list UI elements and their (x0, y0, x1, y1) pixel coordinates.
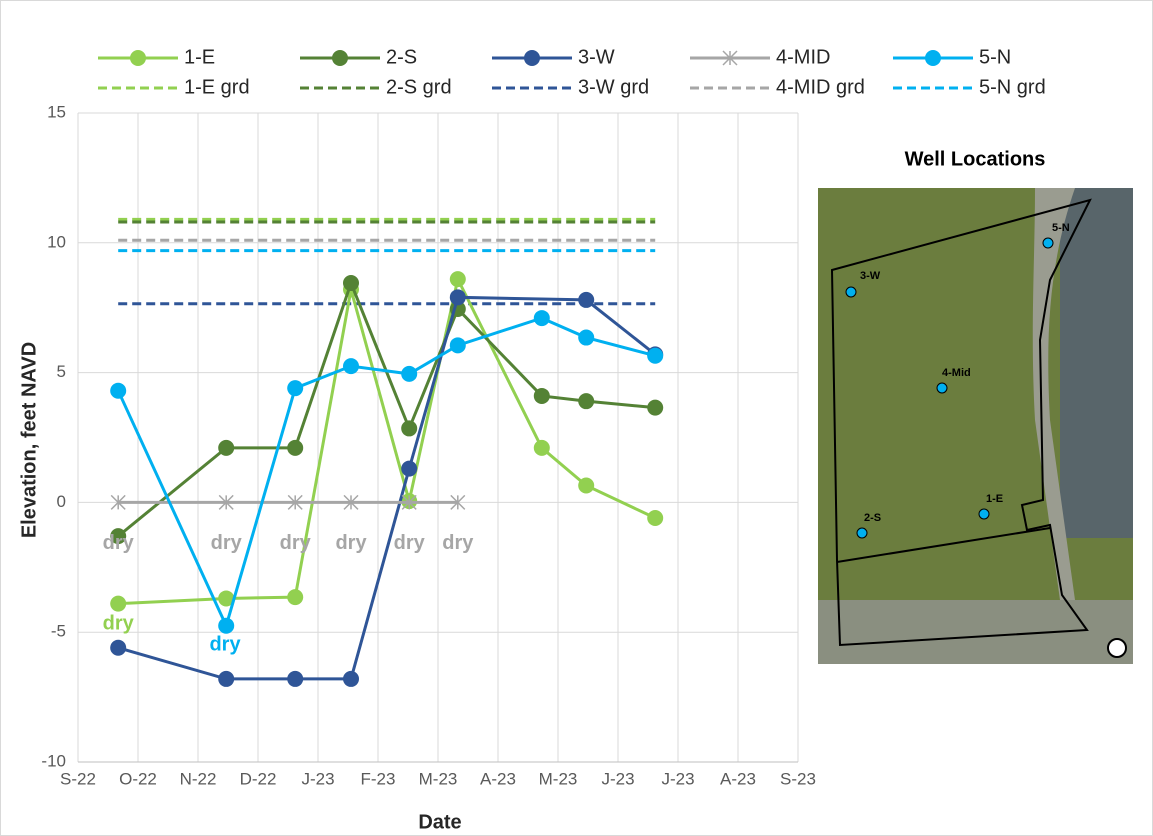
y-tick-label: 5 (57, 362, 66, 381)
marker (925, 50, 941, 66)
marker (578, 292, 594, 308)
marker (343, 358, 359, 374)
marker (218, 618, 234, 634)
x-tick-label: O-22 (119, 769, 157, 788)
map-title: Well Locations (905, 148, 1046, 170)
legend-label: 1-E grd (184, 76, 250, 98)
legend-label: 5-N (979, 46, 1011, 68)
north-arrow (1108, 639, 1126, 657)
chart: Elevation, feet NAVD Date Well Locations… (0, 0, 1153, 836)
annotation: dry (280, 532, 312, 554)
well-marker (857, 528, 867, 538)
marker (343, 275, 359, 291)
marker (110, 383, 126, 399)
annotation: dry (209, 633, 241, 655)
annotation: dry (442, 532, 474, 554)
marker (450, 337, 466, 353)
marker (401, 461, 417, 477)
legend-label: 2-S grd (386, 76, 452, 98)
x-tick-label: A-23 (480, 769, 516, 788)
well-label: 1-E (986, 493, 1003, 505)
y-tick-label: 15 (47, 102, 66, 121)
marker (343, 671, 359, 687)
y-tick-label: -10 (41, 751, 66, 770)
y-axis-label: Elevation, feet NAVD (18, 342, 40, 538)
x-axis-label: Date (418, 811, 461, 833)
x-tick-label: J-23 (661, 769, 694, 788)
annotation: dry (103, 532, 135, 554)
x-tick-label: A-23 (720, 769, 756, 788)
marker (524, 50, 540, 66)
y-tick-label: -5 (51, 622, 66, 641)
marker (287, 671, 303, 687)
annotation: dry (335, 532, 367, 554)
marker (534, 310, 550, 326)
annotation: dry (211, 532, 243, 554)
annotation: dry (103, 613, 135, 635)
y-tick-label: 10 (47, 232, 66, 251)
marker (450, 289, 466, 305)
x-tick-label: J-23 (601, 769, 634, 788)
well-marker (937, 383, 947, 393)
x-tick-label: M-23 (419, 769, 458, 788)
well-label: 5-N (1052, 222, 1070, 234)
legend-label: 4-MID (776, 46, 830, 68)
marker (401, 366, 417, 382)
marker (110, 596, 126, 612)
marker (534, 440, 550, 456)
legend-label: 4-MID grd (776, 76, 865, 98)
x-tick-label: S-22 (60, 769, 96, 788)
well-marker (979, 509, 989, 519)
y-tick-label: 0 (57, 492, 66, 511)
x-tick-label: F-23 (361, 769, 396, 788)
well-label: 3-W (860, 270, 881, 282)
legend-label: 2-S (386, 46, 417, 68)
marker (401, 420, 417, 436)
marker (110, 640, 126, 656)
marker (647, 510, 663, 526)
well-label: 4-Mid (942, 367, 971, 379)
well-marker (1043, 238, 1053, 248)
marker (647, 348, 663, 364)
marker (647, 400, 663, 416)
marker (534, 388, 550, 404)
legend-label: 3-W (578, 46, 615, 68)
marker (218, 440, 234, 456)
legend-label: 5-N grd (979, 76, 1046, 98)
x-tick-label: S-23 (780, 769, 816, 788)
marker (332, 50, 348, 66)
x-tick-label: M-23 (539, 769, 578, 788)
legend-label: 1-E (184, 46, 215, 68)
marker (287, 589, 303, 605)
marker (578, 330, 594, 346)
map-water (1060, 188, 1133, 538)
marker (578, 478, 594, 494)
x-tick-label: J-23 (301, 769, 334, 788)
well-label: 2-S (864, 512, 881, 524)
legend-label: 3-W grd (578, 76, 649, 98)
marker (287, 380, 303, 396)
marker (287, 440, 303, 456)
map-road (818, 600, 1133, 664)
marker (218, 671, 234, 687)
annotation: dry (394, 532, 426, 554)
x-tick-label: N-22 (180, 769, 217, 788)
marker (450, 271, 466, 287)
marker (578, 393, 594, 409)
map: Well Locations 3-W 5-N 4-Mid 1-E 2-S (818, 148, 1133, 664)
x-tick-label: D-22 (240, 769, 277, 788)
well-marker (846, 287, 856, 297)
marker (130, 50, 146, 66)
